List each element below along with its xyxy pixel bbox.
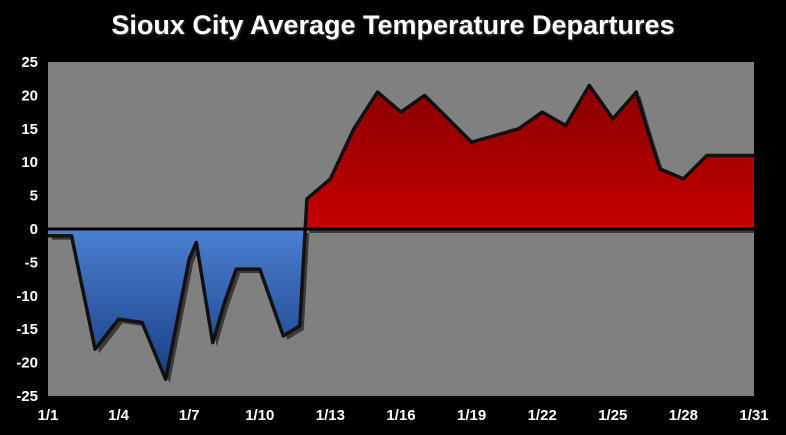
data-point [164,378,167,381]
data-point [140,321,144,324]
x-tick-label: 1/7 [179,407,200,424]
y-tick-label: 10 [21,154,38,171]
x-tick-label: 1/28 [669,407,698,424]
data-point [729,154,732,157]
data-areas [46,83,758,384]
y-tick-label: 15 [21,121,38,138]
data-point [298,324,302,328]
departure-series-line [48,83,754,382]
x-tick-label: 1/10 [245,407,274,424]
y-tick-label: -25 [16,388,38,405]
negative-departure-area [48,229,754,380]
data-point [399,110,403,114]
data-point [58,234,61,237]
data-point [188,257,191,261]
data-point [658,167,662,171]
x-tick-label: 1/16 [386,407,415,424]
x-axis-ticks: 1/1 1/4 1/7 1/10 1/13 1/16 1/19 1/22 1/25 1/28 1/3… [38,407,769,424]
data-point [305,197,309,201]
data-point [117,317,120,321]
data-point [493,134,497,137]
data-point [752,154,756,157]
x-tick-label: 1/31 [739,407,768,424]
data-point [282,334,285,338]
y-tick-label: -10 [16,288,38,305]
data-point [46,234,50,237]
data-point [70,234,73,237]
data-point [646,130,650,134]
y-tick-label: -15 [16,321,38,338]
data-point [195,241,198,244]
data-point [352,127,356,130]
data-point [93,348,97,351]
data-point [564,124,567,127]
y-tick-label: 0 [30,221,38,238]
positive-departure-area [48,85,754,229]
data-point [635,90,638,94]
x-tick-label: 1/22 [528,407,557,424]
data-point [611,117,614,120]
data-point [235,267,238,271]
y-tick-label: 5 [30,188,38,205]
data-point [682,177,685,181]
y-tick-label: 25 [21,54,38,71]
y-axis-ticks: 25 20 15 10 5 0 -5 -10 -15 -20 -25 [16,54,38,405]
data-point [211,341,214,344]
x-tick-label: 1/1 [38,407,59,424]
data-point [705,154,709,157]
y-tick-label: 20 [21,87,38,104]
data-point [376,90,379,94]
data-point [588,84,591,87]
data-point [329,177,332,181]
x-tick-label: 1/19 [457,407,486,424]
data-point [541,110,544,114]
x-tick-label: 1/4 [108,407,130,424]
data-point [223,301,226,304]
data-point [423,94,426,97]
data-point [446,117,450,120]
data-point [470,140,473,144]
x-tick-label: 1/13 [316,407,345,424]
y-tick-label: -20 [16,355,38,372]
data-point [258,267,261,271]
data-point [517,127,520,130]
x-tick-label: 1/25 [598,407,627,424]
y-tick-label: -5 [25,254,38,271]
chart-title: Sioux City Average Temperature Departure… [111,10,675,40]
